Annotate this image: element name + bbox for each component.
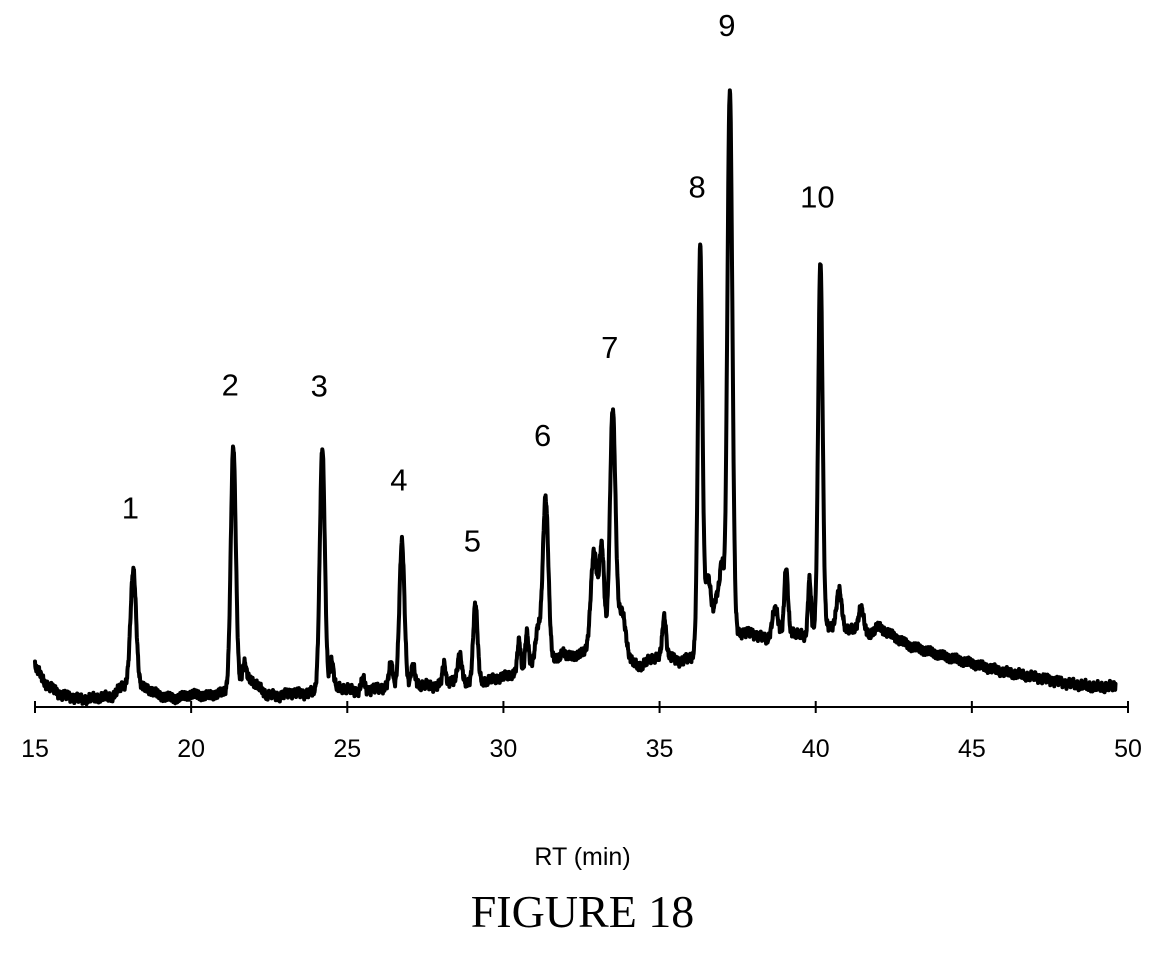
x-axis: 15 20 25 30 35 40 45 50: [21, 701, 1142, 763]
x-tick-label: 20: [177, 735, 205, 763]
x-tick-label: 15: [21, 735, 49, 763]
x-axis-title: RT (min): [534, 843, 631, 871]
peak-label: 6: [534, 418, 551, 453]
x-tick-label: 45: [958, 735, 986, 763]
peak-label: 7: [601, 330, 618, 365]
peak-label: 4: [390, 463, 407, 498]
peak-label: 5: [464, 524, 481, 559]
peak-label: 2: [222, 367, 239, 402]
chromatogram-trace-group: [33, 88, 1118, 707]
x-tick-label: 25: [333, 735, 361, 763]
peak-label: 3: [311, 369, 328, 404]
peak-label: 8: [689, 169, 706, 204]
peak-label: 9: [718, 8, 735, 43]
peak-label: 1: [122, 490, 139, 525]
figure-caption: FIGURE 18: [470, 886, 695, 937]
peak-labels: 1 2 3 4 5 6 7 8 9 10: [122, 8, 835, 558]
peak-label: 10: [800, 179, 834, 214]
x-tick-label: 40: [802, 735, 830, 763]
x-tick-label: 30: [490, 735, 518, 763]
chromatogram-trace: [33, 88, 1118, 707]
x-tick-label: 35: [646, 735, 674, 763]
x-tick-label: 50: [1114, 735, 1142, 763]
